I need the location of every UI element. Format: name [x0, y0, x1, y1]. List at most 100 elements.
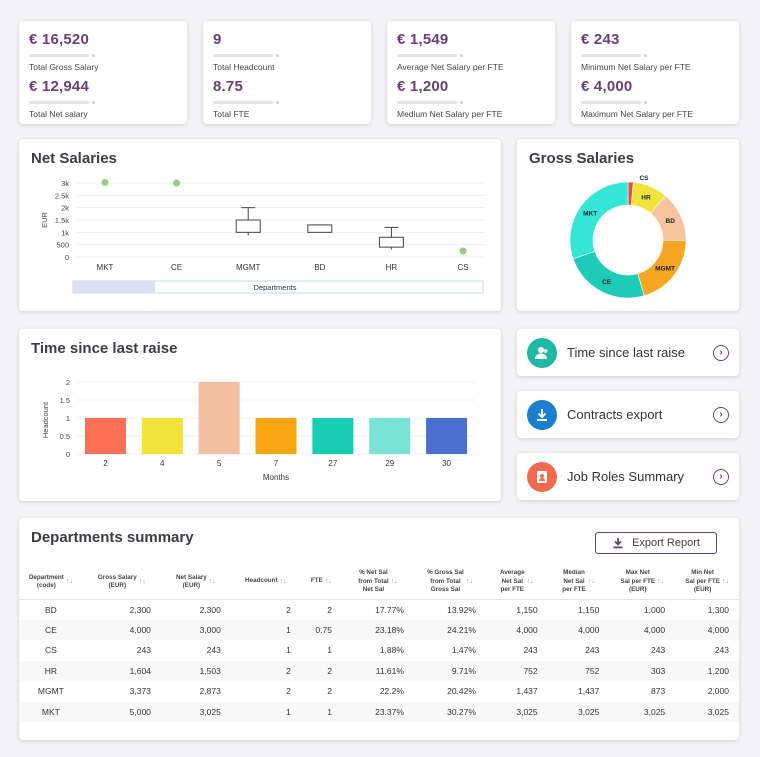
bar — [369, 418, 411, 454]
y-axis-label: EUR — [40, 212, 49, 228]
table-cell: 752 — [547, 660, 610, 681]
total-net-salary-value: € 12,944 — [29, 78, 89, 95]
gross-salaries-title: Gross Salaries — [529, 150, 635, 167]
table-cell: 243 — [206, 645, 221, 656]
sort-icon[interactable]: ↑↓ — [526, 578, 534, 586]
table-cell: 0.75 — [300, 619, 342, 640]
column-header-label: Gross Salary — [97, 573, 137, 581]
total-fte-value: 8.75 — [213, 78, 243, 95]
donut-slice — [569, 181, 629, 260]
column-header-label: Min Net — [691, 569, 714, 577]
column-header[interactable]: Headcount ↑↓ — [231, 565, 301, 599]
y-tick-label: 500 — [56, 241, 69, 250]
total-fte-label: Total FTE — [213, 109, 250, 119]
column-header[interactable]: Min Net Sal per FTE (EUR) ↑↓ — [675, 565, 739, 599]
table-cell: 3,000 — [160, 619, 231, 640]
table-cell: 23.37% — [341, 701, 414, 722]
sort-icon[interactable]: ↑↓ — [721, 578, 729, 586]
table-cell: 2,873 — [199, 686, 221, 697]
column-header[interactable]: % Gross Sal from Total Gross Sal ↑↓ — [414, 565, 486, 599]
table-cell: 1 — [230, 701, 301, 722]
bar — [198, 382, 240, 454]
net-salaries-chart: 3k 2.5k 2k 1.5k 1k 500 0 EUR MKT CE MGMT BD HR CS Depa… — [40, 178, 485, 294]
people-icon — [527, 337, 557, 368]
sort-icon[interactable]: ↑↓ — [324, 578, 332, 586]
slice-label: BD — [666, 218, 676, 225]
x-tick-label: 4 — [160, 459, 165, 468]
table-cell: 30.27% — [413, 701, 486, 722]
sort-icon[interactable]: ↑↓ — [138, 578, 146, 586]
column-header[interactable]: Gross Salary (EUR) ↑↓ — [83, 565, 161, 599]
kpi-card-range: € 243 Minimum Net Salary per FTE € 4,000 M… — [571, 21, 739, 124]
maximum-net-salary-label: Maximum Net Salary per FTE — [581, 109, 693, 119]
table-header-row: Department (code) ↑↓ Gross Salary (EUR) ↑↓ Net… — [19, 565, 739, 599]
kpi-divider — [29, 101, 95, 104]
y-tick-label: 2.5k — [55, 191, 69, 200]
column-header-label: Gross Sal — [430, 585, 461, 593]
slice-label: CE — [602, 279, 612, 286]
export-report-button[interactable]: Export Report — [595, 532, 717, 554]
x-tick-label: BD — [314, 263, 325, 272]
x-tick-label: CE — [171, 263, 182, 272]
table-body: BD 2,300 2,300 2 2 17.77% 13.92% 1,150 1,150 1,00… — [19, 599, 739, 722]
action-job-roles-summary[interactable]: Job Roles Summary › — [517, 453, 739, 500]
column-header-label: (EUR) — [629, 585, 647, 593]
table-cell: 2 — [300, 660, 342, 681]
table-cell: 1,000 — [643, 604, 666, 615]
x-tick-label: 30 — [442, 459, 451, 468]
export-report-label: Export Report — [632, 537, 700, 549]
column-header[interactable]: FTE ↑↓ — [301, 565, 342, 599]
action-time-since-raise[interactable]: Time since last raise › — [517, 329, 739, 376]
raise-chart: 2 1.5 1 0.5 0 Headcount 2 4 5 7 27 29 30 Months — [41, 378, 475, 482]
chevron-right-icon[interactable]: › — [713, 344, 729, 361]
table-cell: 24.21% — [413, 619, 486, 640]
table-cell: 3,025 — [485, 701, 548, 722]
y-tick-label: 0.5 — [60, 432, 70, 441]
table-row: HR 1,604 1,503 2 2 11.61% 9.71% 752 752 303 1,200 — [19, 660, 739, 681]
action-contracts-export[interactable]: Contracts export › — [517, 391, 739, 438]
departments-summary-title: Departments summary — [31, 529, 194, 546]
table-cell: 1,150 — [516, 604, 538, 615]
column-header-label: % Gross Sal — [427, 569, 464, 577]
gross-salaries-chart: CS HR BD MGMT CE MKT — [569, 175, 687, 299]
table-cell: 4,000 — [675, 619, 739, 640]
column-header[interactable]: % Net Sal from Total Net Sal ↑↓ — [342, 565, 414, 599]
table-cell: 243 — [523, 645, 538, 656]
x-axis-label: Departments — [254, 283, 297, 292]
table-cell: 1 — [230, 619, 301, 640]
box-rect — [378, 236, 404, 248]
chevron-right-icon[interactable]: › — [713, 406, 729, 423]
minimum-net-salary-value: € 243 — [581, 31, 620, 48]
column-header-label: (EUR) — [182, 581, 201, 589]
chevron-right-icon[interactable]: › — [713, 468, 729, 485]
sort-icon[interactable]: ↑↓ — [279, 578, 287, 586]
table-cell: 243 — [136, 645, 151, 656]
table-row: CE 4,000 3,000 1 0.75 23.18% 24.21% 4,000 4,000 4… — [19, 619, 739, 640]
sort-icon[interactable]: ↑↓ — [587, 578, 595, 586]
table-cell: 303 — [609, 660, 676, 681]
column-header[interactable]: Net Salary (EUR) ↑↓ — [161, 565, 231, 599]
column-header-label: Net Sal — [501, 577, 523, 585]
table-cell: 17.77% — [375, 604, 404, 615]
average-net-salary-value: € 1,549 — [397, 31, 449, 48]
minimum-net-salary-label: Minimum Net Salary per FTE — [581, 62, 691, 72]
column-header-label: Average — [499, 569, 525, 577]
table-cell: 3,025 — [675, 701, 739, 722]
total-gross-salary-value: € 16,520 — [29, 31, 89, 48]
sort-icon[interactable]: ↑↓ — [65, 578, 73, 586]
total-gross-salary-label: Total Gross Salary — [29, 62, 99, 72]
column-header[interactable]: Max Net Sal per FTE (EUR) ↑↓ — [609, 565, 675, 599]
outlier-point — [173, 179, 181, 187]
column-header[interactable]: Department (code) ↑↓ — [19, 565, 83, 599]
table-cell: 1 — [286, 645, 291, 656]
table-cell: BD — [44, 604, 57, 615]
sort-icon[interactable]: ↑↓ — [465, 578, 473, 586]
sort-icon[interactable]: ↑↓ — [657, 578, 665, 586]
bar — [141, 418, 183, 454]
column-header[interactable]: Median Net Sal per FTE ↑↓ — [548, 565, 610, 599]
column-header[interactable]: Average Net Sal per FTE ↑↓ — [486, 565, 548, 599]
table-cell: 5,000 — [82, 701, 161, 722]
sort-icon[interactable]: ↑↓ — [208, 578, 216, 586]
gross-salaries-card: Gross Salaries CS HR BD MGMT CE MKT — [517, 139, 739, 311]
sort-icon[interactable]: ↑↓ — [390, 578, 398, 586]
